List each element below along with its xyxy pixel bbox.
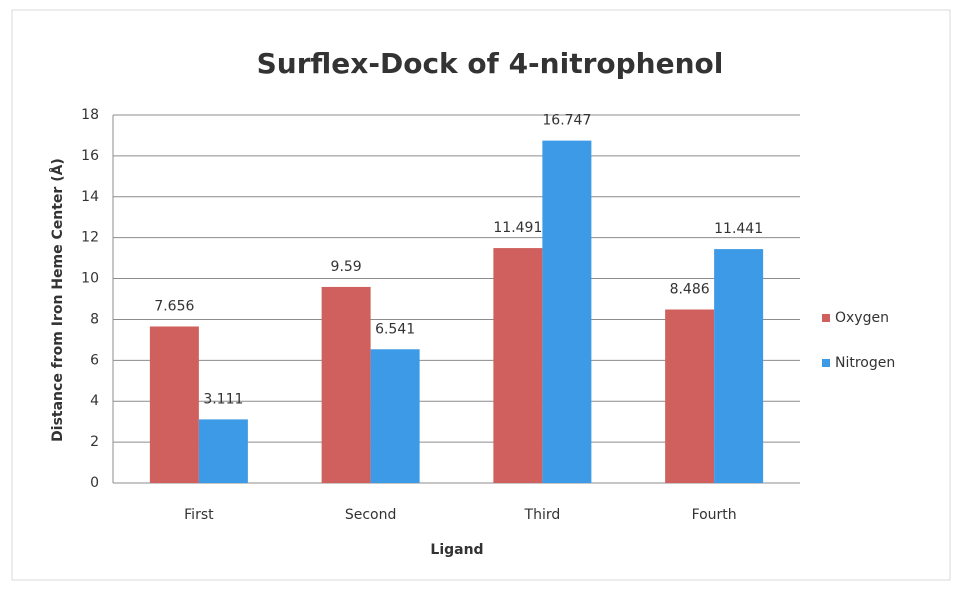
- chart-frame: [11, 9, 951, 581]
- data-label: 11.491: [493, 220, 542, 236]
- y-tick-label: 2: [90, 434, 99, 450]
- y-tick-label: 16: [81, 148, 99, 164]
- legend-label: Nitrogen: [835, 355, 895, 371]
- bar: [665, 309, 715, 483]
- data-label: 3.111: [203, 391, 243, 407]
- data-label: 11.441: [714, 221, 763, 237]
- x-tick-label: First: [184, 507, 214, 523]
- y-tick-label: 6: [90, 352, 99, 368]
- legend-swatch: [822, 359, 830, 367]
- bar: [321, 286, 371, 483]
- legend-label: Oxygen: [835, 310, 889, 326]
- y-tick-label: 14: [81, 189, 99, 205]
- data-label: 16.747: [542, 113, 591, 129]
- y-axis-label: Distance from Iron Heme Center (Å): [49, 158, 66, 442]
- bar: [714, 249, 764, 483]
- x-tick-label: Fourth: [692, 507, 737, 523]
- legend-swatch: [822, 314, 830, 322]
- y-tick-label: 4: [90, 393, 99, 409]
- bar: [493, 248, 543, 483]
- x-axis-label: Ligand: [430, 542, 483, 558]
- x-tick-label: Second: [345, 507, 397, 523]
- data-label: 7.656: [154, 298, 194, 314]
- bar: [149, 326, 199, 483]
- y-tick-label: 12: [81, 230, 99, 246]
- data-label: 6.541: [375, 321, 415, 337]
- y-tick-label: 10: [81, 271, 99, 287]
- x-tick-label: Third: [524, 507, 561, 523]
- bar: [542, 140, 592, 483]
- data-label: 9.59: [331, 259, 362, 275]
- y-tick-label: 18: [81, 107, 99, 123]
- data-label: 8.486: [670, 282, 710, 298]
- bar: [198, 419, 248, 483]
- bar: [370, 349, 420, 483]
- chart-title: Surflex-Dock of 4-nitrophenol: [257, 47, 724, 80]
- y-tick-label: 8: [90, 311, 99, 327]
- y-tick-label: 0: [90, 475, 99, 491]
